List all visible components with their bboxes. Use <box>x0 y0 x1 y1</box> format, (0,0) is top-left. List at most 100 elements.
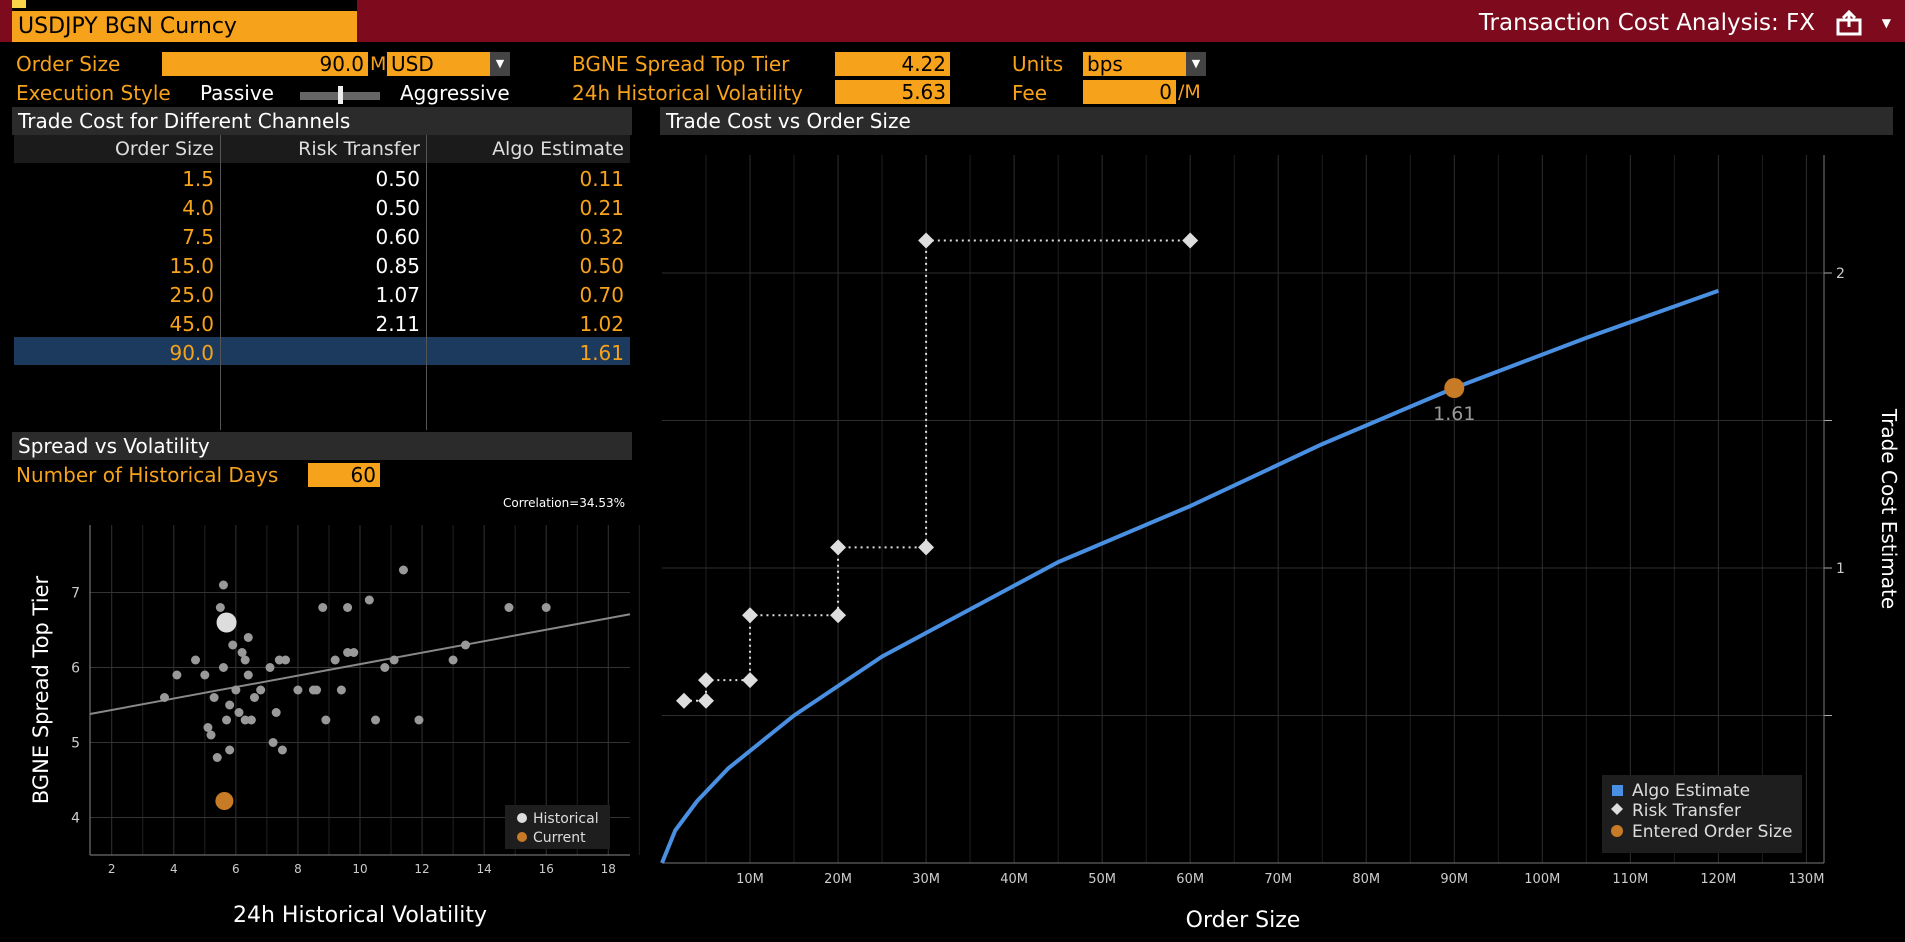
chevron-down-icon[interactable]: ▼ <box>1881 16 1891 30</box>
cell-algo-estimate[interactable]: 1.02 <box>579 312 624 336</box>
main-chart-title: Trade Cost vs Order Size <box>660 107 1893 135</box>
historical-days-label: Number of Historical Days <box>16 463 279 487</box>
cell-order-size[interactable]: 1.5 <box>182 167 214 191</box>
historical-point <box>216 612 237 633</box>
historical-point <box>343 603 353 612</box>
historical-point <box>268 738 278 747</box>
risk-transfer-point <box>676 692 693 709</box>
x-tick-label: 10 <box>352 862 367 876</box>
historical-point <box>209 693 219 702</box>
order-size-input[interactable]: 90.0 <box>162 52 368 76</box>
spread-vol-chart: 2 4 6 8 10 12 14 16 18 4 5 6 7 Correlation=34.53% 24h … <box>29 496 640 928</box>
cell-algo-estimate[interactable]: 0.70 <box>579 283 624 307</box>
cell-algo-estimate[interactable]: 1.61 <box>579 341 624 365</box>
historical-point <box>212 753 222 762</box>
cell-algo-estimate[interactable]: 0.50 <box>579 254 624 278</box>
cell-algo-estimate[interactable]: 0.21 <box>579 196 624 220</box>
historical-days-input[interactable]: 60 <box>308 463 380 487</box>
cell-risk-transfer[interactable]: 2.11 <box>375 312 420 336</box>
order-size-unit: M <box>370 53 387 75</box>
historical-point <box>206 730 216 740</box>
cell-order-size[interactable]: 25.0 <box>169 283 214 307</box>
historical-point <box>389 655 399 665</box>
historical-point <box>541 603 551 612</box>
historical-point <box>234 708 244 717</box>
cell-order-size[interactable]: 7.5 <box>182 225 214 249</box>
historical-point <box>277 745 287 755</box>
y-tick-label: 2 <box>1836 266 1845 282</box>
historical-point <box>281 655 291 665</box>
historical-point <box>461 640 471 650</box>
ticker-field[interactable]: USDJPY BGN Curncy <box>12 11 357 42</box>
chevron-down-icon[interactable]: ▼ <box>490 52 510 76</box>
legend-label: Algo Estimate <box>1632 781 1750 801</box>
historical-point <box>293 685 303 695</box>
units-select[interactable]: bps <box>1083 52 1186 76</box>
legend-label: Historical <box>533 811 599 827</box>
historical-point <box>240 655 250 665</box>
export-icon[interactable] <box>1835 10 1865 36</box>
cell-risk-transfer[interactable] <box>220 338 426 368</box>
chevron-down-icon[interactable]: ▼ <box>1186 52 1206 76</box>
spread-field[interactable]: 4.22 <box>835 52 950 76</box>
historical-point <box>203 723 213 732</box>
historical-point <box>222 715 232 725</box>
historical-point <box>225 745 235 755</box>
cell-order-size[interactable]: 15.0 <box>169 254 214 278</box>
spread-vol-panel-title: Spread vs Volatility <box>12 432 632 460</box>
legend-marker <box>517 832 527 842</box>
historical-point <box>504 603 514 612</box>
current-point <box>215 792 234 810</box>
ticker-marker <box>12 0 26 8</box>
correlation-label: Correlation=34.53% <box>503 496 625 510</box>
risk-transfer-point <box>830 539 847 556</box>
legend-marker <box>1611 825 1623 837</box>
x-tick-label: 40M <box>1000 872 1028 887</box>
column-divider <box>220 135 221 430</box>
y-tick-label: 7 <box>71 586 80 602</box>
cell-risk-transfer[interactable]: 0.85 <box>375 254 420 278</box>
risk-transfer-point <box>918 539 935 556</box>
cell-risk-transfer[interactable]: 1.07 <box>375 283 420 307</box>
risk-transfer-point <box>698 672 715 689</box>
historical-point <box>243 670 253 680</box>
fee-input[interactable]: 0 <box>1083 80 1176 104</box>
app-title: Transaction Cost Analysis: FX <box>1478 10 1815 36</box>
column-header-risk-transfer[interactable]: Risk Transfer <box>220 135 426 163</box>
historical-point <box>343 648 353 657</box>
historical-point <box>159 693 169 702</box>
risk-transfer-point <box>918 232 935 249</box>
cell-risk-transfer[interactable]: 0.50 <box>375 167 420 191</box>
historical-point <box>225 700 235 710</box>
volatility-field[interactable]: 5.63 <box>835 80 950 104</box>
historical-point <box>249 693 259 702</box>
historical-point <box>240 715 250 725</box>
column-header-algo-estimate[interactable]: Algo Estimate <box>426 135 630 163</box>
cell-order-size[interactable]: 45.0 <box>169 312 214 336</box>
historical-point <box>228 640 238 650</box>
exec-style-slider-knob[interactable] <box>338 86 343 104</box>
historical-point <box>349 648 359 657</box>
x-tick-label: 110M <box>1612 872 1648 887</box>
x-tick-label: 12 <box>414 862 429 876</box>
x-tick-label: 6 <box>232 862 240 876</box>
x-tick-label: 2 <box>108 862 116 876</box>
cell-risk-transfer[interactable]: 0.60 <box>375 225 420 249</box>
cell-order-size[interactable]: 4.0 <box>182 196 214 220</box>
order-size-label: Order Size <box>16 52 121 76</box>
cell-order-size[interactable]: 90.0 <box>169 341 214 365</box>
cell-algo-estimate[interactable]: 0.11 <box>579 167 624 191</box>
cell-algo-estimate[interactable]: 0.32 <box>579 225 624 249</box>
x-tick-label: 4 <box>170 862 178 876</box>
volatility-label: 24h Historical Volatility <box>572 81 803 105</box>
x-tick-label: 8 <box>294 862 302 876</box>
y-tick-label: 5 <box>71 736 80 752</box>
column-header-order-size[interactable]: Order Size <box>14 135 220 163</box>
x-tick-label: 50M <box>1088 872 1116 887</box>
currency-select[interactable]: USD <box>387 52 490 76</box>
y-tick-label: 1 <box>1836 561 1845 577</box>
x-tick-label: 16 <box>539 862 554 876</box>
cell-risk-transfer[interactable]: 0.50 <box>375 196 420 220</box>
historical-point <box>380 663 390 672</box>
exec-aggressive-label: Aggressive <box>400 81 510 105</box>
